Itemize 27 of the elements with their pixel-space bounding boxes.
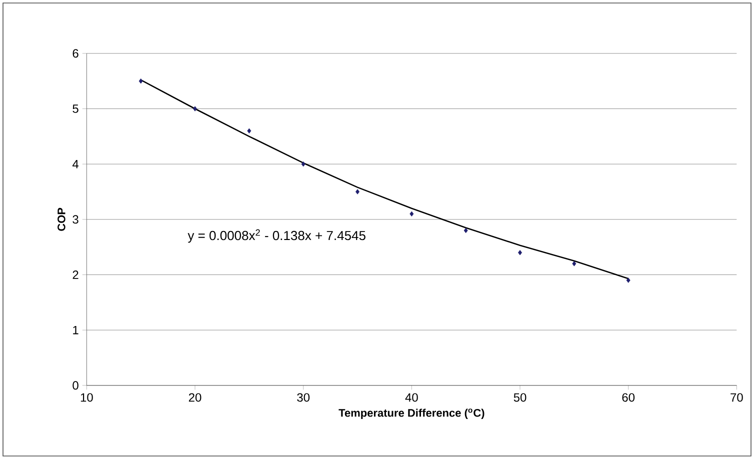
point <box>247 128 252 134</box>
annotation: y = 0.0008x$^{2}$ - 0.138x + 7.4545 <box>188 229 366 243</box>
x-axis-title: Temperature Difference ($^{o}$C) <box>338 408 484 419</box>
point <box>138 78 143 84</box>
y-axis-title: COP <box>58 208 66 231</box>
point <box>572 261 576 266</box>
x-tick-label: 10 <box>80 393 93 402</box>
y-tick-label: 5 <box>72 104 78 113</box>
point <box>410 211 414 216</box>
y-tick-label: 0 <box>72 381 78 390</box>
point <box>193 106 198 112</box>
x-tick-label: 60 <box>622 393 635 402</box>
point <box>518 250 522 256</box>
x-tick-label: 70 <box>730 393 743 402</box>
point <box>301 161 306 167</box>
x-tick-label: 50 <box>514 393 526 402</box>
x-tick-label: 30 <box>297 393 310 402</box>
y-tick-label: 1 <box>73 326 78 334</box>
y-tick-label: 3 <box>72 215 78 224</box>
y-tick-label: 6 <box>72 49 78 58</box>
point <box>464 228 468 234</box>
x-tick-label: 20 <box>188 393 202 402</box>
x-tick-label: 40 <box>405 393 418 402</box>
point <box>626 278 630 283</box>
y-tick-label: 4 <box>72 160 79 168</box>
y-tick-label: 2 <box>72 270 78 279</box>
point <box>356 189 360 194</box>
